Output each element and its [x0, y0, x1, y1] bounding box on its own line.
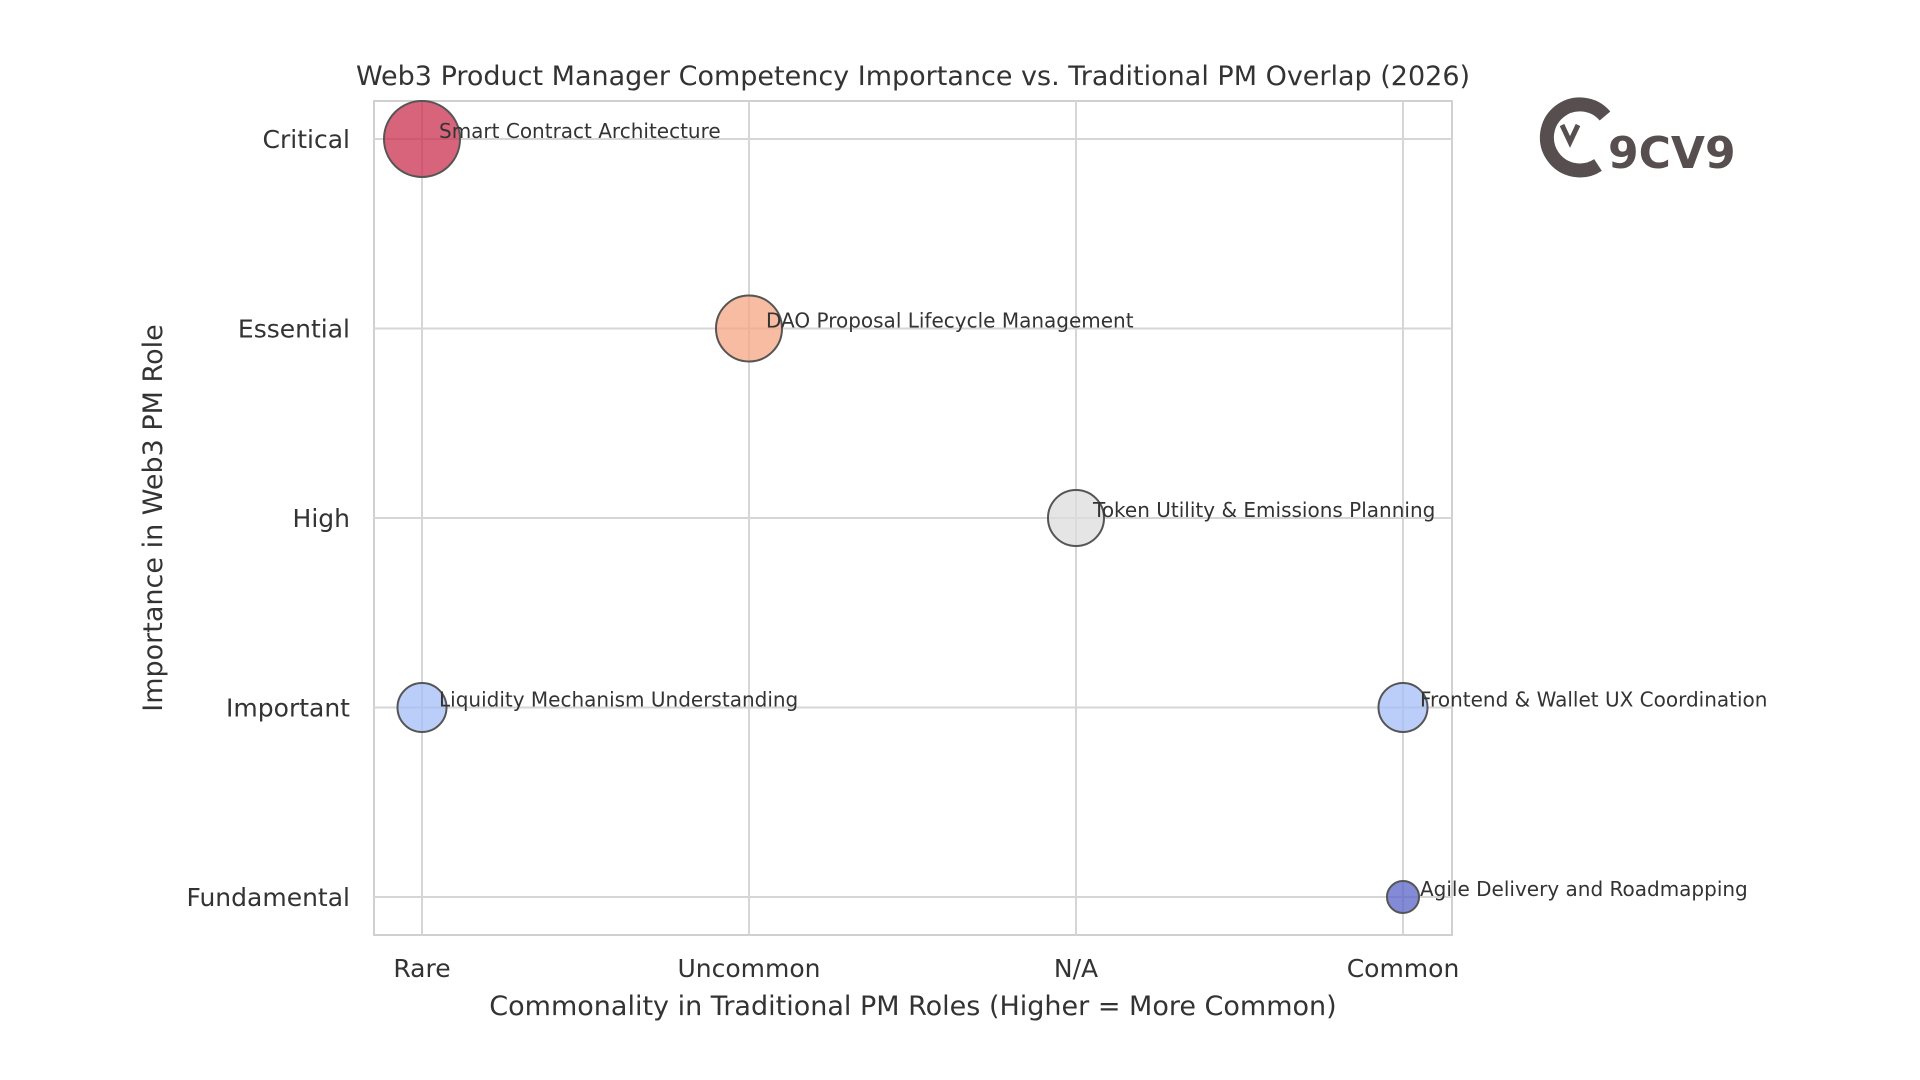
bubble-label: Smart Contract Architecture	[439, 119, 721, 143]
bubble-point	[396, 682, 448, 733]
bubble-point	[1047, 489, 1105, 547]
chart-title: Web3 Product Manager Competency Importan…	[356, 61, 1470, 92]
bubble-label: DAO Proposal Lifecycle Management	[766, 309, 1134, 333]
y-axis-label: Importance in Web3 PM Role	[138, 324, 169, 711]
y-tick-label: Fundamental	[186, 883, 350, 912]
bubble-label: Liquidity Mechanism Understanding	[439, 688, 798, 712]
logo-ring-icon	[1539, 97, 1611, 178]
x-tick-label: Uncommon	[677, 954, 820, 983]
y-tick-label: Important	[226, 694, 350, 723]
bubble-label: Agile Delivery and Roadmapping	[1420, 877, 1748, 901]
bubble-label: Frontend & Wallet UX Coordination	[1420, 688, 1767, 712]
y-tick-label: Critical	[263, 125, 350, 154]
bubble-point	[1377, 682, 1429, 733]
x-tick-label: Rare	[393, 954, 450, 983]
x-tick-label: N/A	[1054, 954, 1098, 983]
y-tick-label: Essential	[238, 315, 350, 344]
x-axis-label: Commonality in Traditional PM Roles (Hig…	[489, 991, 1336, 1022]
logo-text: 9CV9	[1608, 128, 1736, 179]
bubble-point	[383, 100, 461, 178]
bubble-point	[1386, 880, 1420, 914]
bubble-label: Token Utility & Emissions Planning	[1092, 498, 1435, 522]
x-tick-label: Common	[1347, 954, 1460, 983]
y-tick-label: High	[293, 504, 350, 533]
logo-9cv9: 9CV9	[1539, 97, 1736, 179]
bubble-point	[715, 294, 783, 363]
logo-v-icon	[1559, 123, 1581, 148]
